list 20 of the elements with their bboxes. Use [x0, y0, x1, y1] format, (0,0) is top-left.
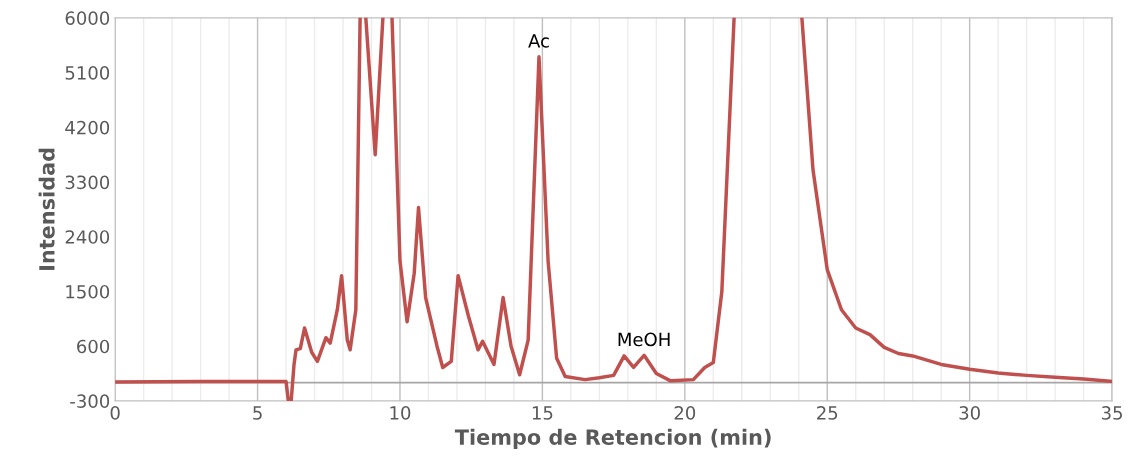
- annotation: Ac: [528, 34, 549, 48]
- y-tick-label: 3300: [65, 175, 110, 190]
- annotation: MeOH: [618, 332, 670, 347]
- x-tick-label: 15: [532, 406, 553, 420]
- y-tick-label: 2400: [65, 230, 110, 244]
- x-tick-label: 10: [390, 406, 411, 420]
- x-tick-label: 30: [959, 406, 980, 420]
- x-tick-label: 0: [110, 406, 120, 420]
- x-tick-label: 35: [1101, 406, 1122, 420]
- x-tick-label: 20: [674, 406, 696, 420]
- y-axis-title: Intensidad: [38, 148, 55, 270]
- x-tick-label: 25: [817, 406, 838, 420]
- x-tick-label: 5: [253, 406, 262, 420]
- y-tick-label: 6000: [65, 11, 110, 25]
- y-tick-label: -300: [70, 394, 110, 409]
- x-axis-title: Tiempo de Retencion (min): [454, 428, 771, 449]
- y-tick-label: 1500: [66, 284, 110, 299]
- y-tick-label: 600: [77, 339, 110, 354]
- y-tick-label: 5100: [65, 66, 110, 80]
- y-tick-label: 4200: [65, 120, 110, 135]
